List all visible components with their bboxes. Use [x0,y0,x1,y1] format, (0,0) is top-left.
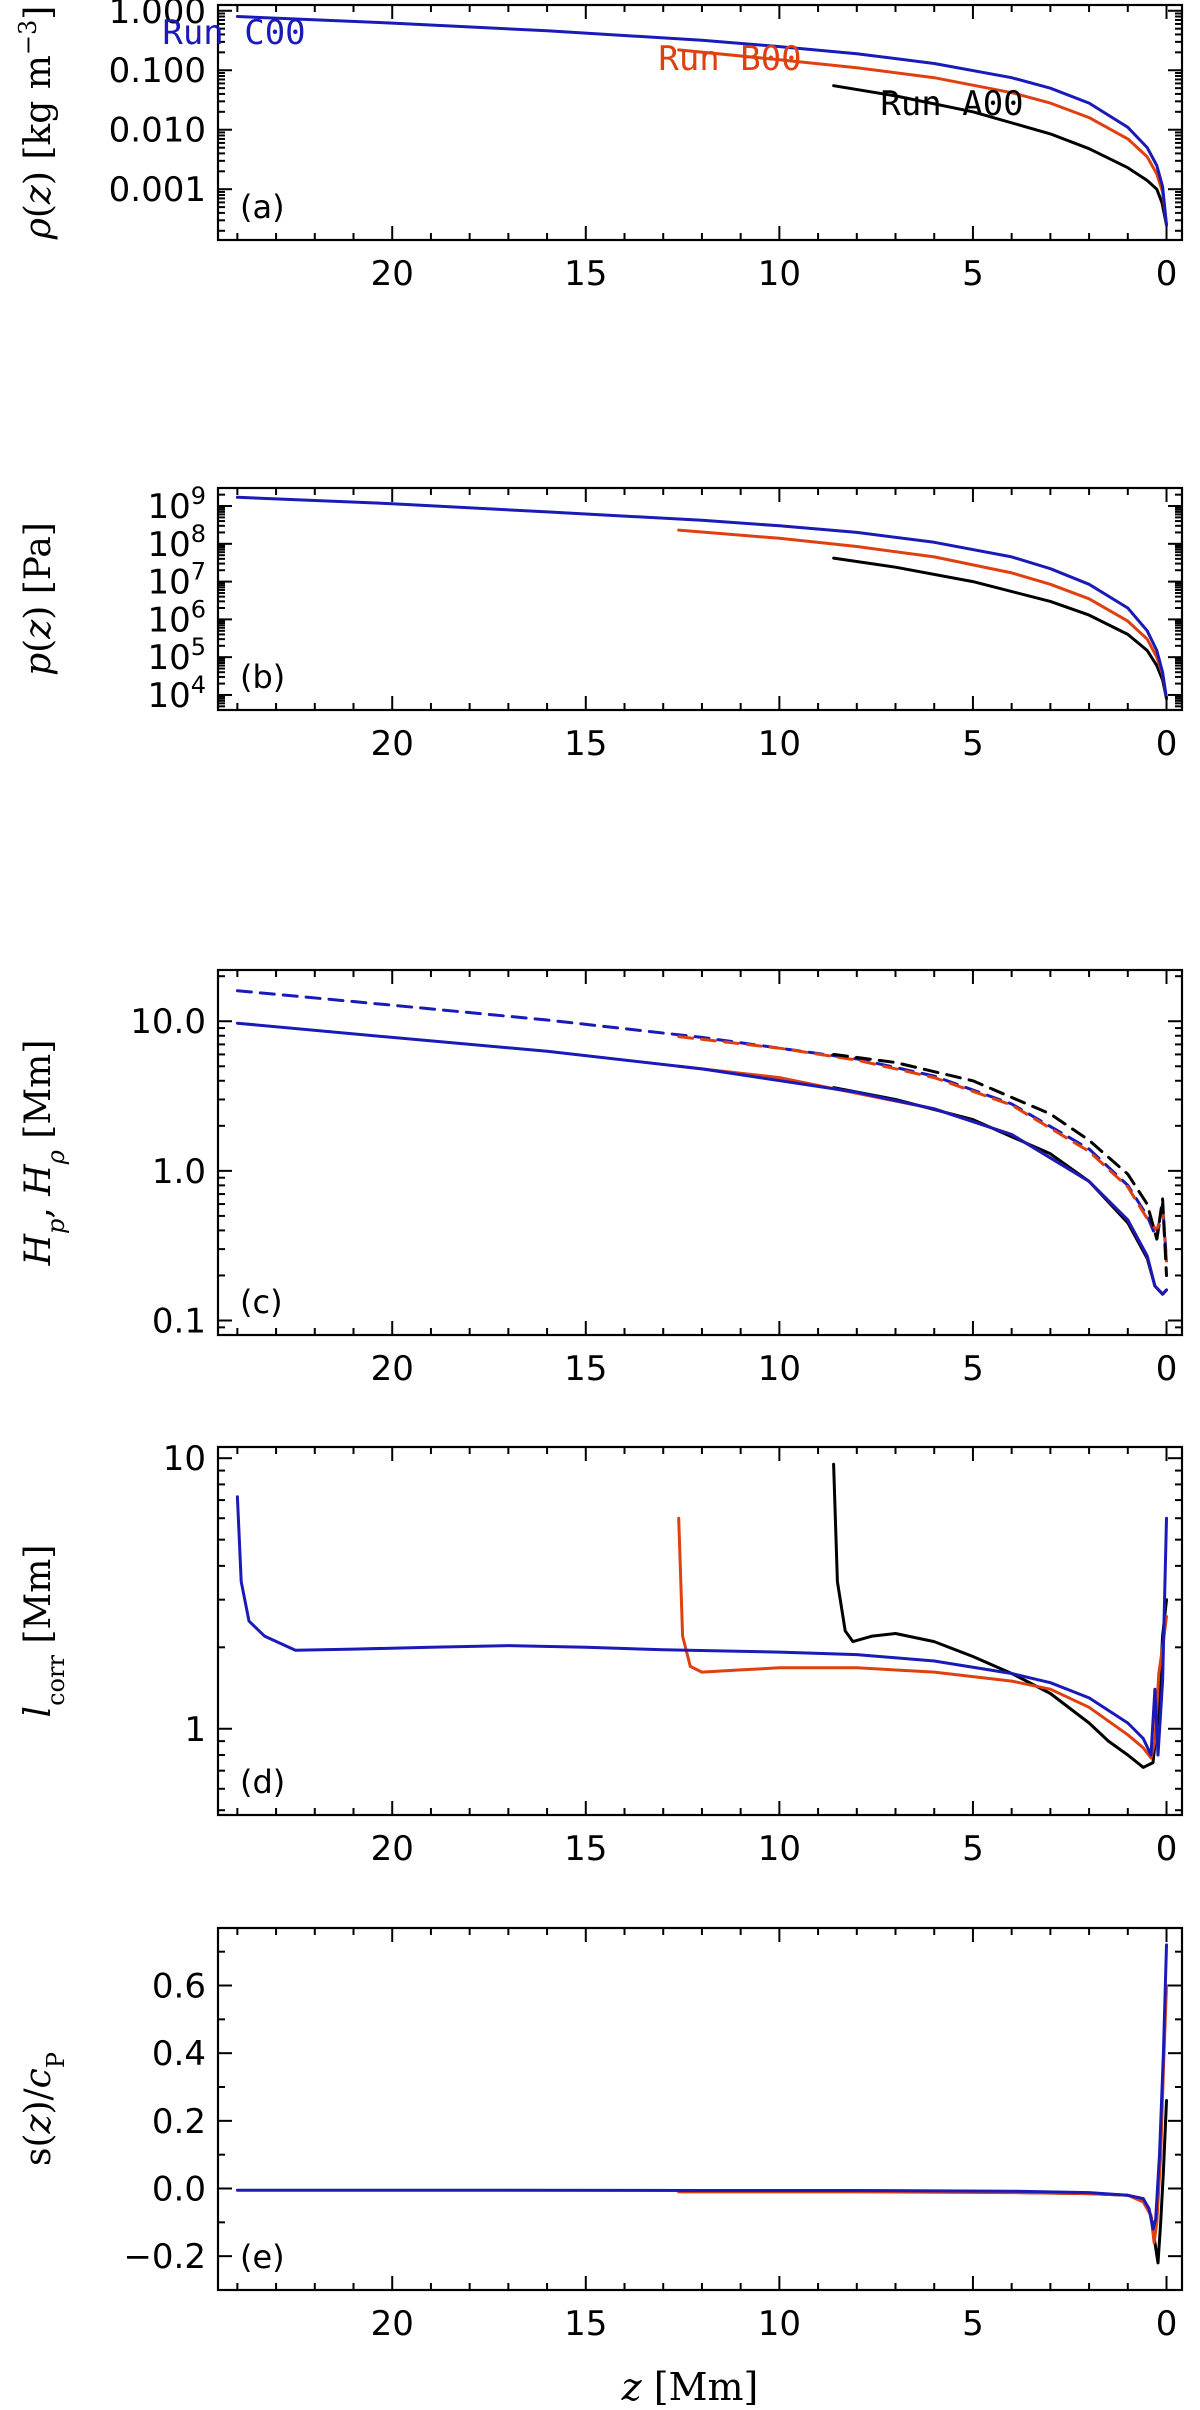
y-tick-label: 10.0 [130,1002,206,1042]
series-line-run-a00-hp [832,1086,1168,1296]
legend-run-a00: Run A00 [880,84,1023,124]
panel-label: (e) [240,2238,285,2276]
series-line-run-c00 [235,1495,1168,1757]
panel-label: (b) [240,658,285,696]
x-tick-label: 15 [564,1349,607,1389]
y-axis-label: lcorr [Mm] [18,1545,70,1718]
y-axis-label: Hp, Hρ [Mm] [18,1040,70,1267]
y-tick-label: 108 [147,520,206,565]
panel-label: (d) [240,1763,285,1801]
x-tick-label: 20 [371,1349,414,1389]
y-tick-label: 0.4 [152,2034,206,2074]
y-tick-label: 1.0 [152,1152,206,1192]
curves [235,495,1168,701]
y-axis-label: s(z)/cP [18,2052,70,2166]
x-tick-label: 20 [371,1829,414,1869]
curves [235,1943,1168,2265]
series-line-run-a00 [832,1462,1168,1769]
series-line-run-c00 [235,1943,1168,2231]
y-tick-label: 0.100 [109,51,206,91]
x-tick-label: 10 [758,2304,801,2344]
plot-frame [216,1926,1184,2292]
curves [235,1462,1168,1769]
y-tick-label: 0.2 [152,2102,206,2142]
x-tick-label: 5 [962,1829,984,1869]
y-tick-label: 1.000 [109,0,206,32]
x-tick-label: 20 [371,2304,414,2344]
panel-label: (a) [240,188,285,226]
x-tick-label: 20 [371,724,414,764]
x-tick-label: 10 [758,1829,801,1869]
curves [235,15,1168,227]
plot-frame [216,486,1184,712]
y-tick-label: 10 [163,1439,206,1479]
plot-frame [216,3,1184,242]
x-tick-label: 5 [962,1349,984,1389]
panel-c: 20 15 10 5 0 0.1 1.0 10.0 Hp, Hρ [Mm] (c) [18,968,1184,1389]
y-tick-label: 0.6 [152,1967,206,2007]
y-tick-label: −0.2 [123,2237,206,2277]
x-tick-label: 15 [564,254,607,294]
y-axis-label: p(z) [Pa] [18,522,59,676]
x-tick-label: 0 [1156,2304,1178,2344]
x-tick-label: 15 [564,724,607,764]
plot-frame [216,1445,1184,1817]
series-line-run-c00-hp [235,1021,1168,1296]
series-line-run-a00 [832,2099,1168,2265]
legend-run-b00: Run B00 [658,39,801,79]
x-tick-label: 0 [1156,1829,1178,1869]
y-tick-label: 0.001 [109,170,206,210]
plot-frame [216,968,1184,1337]
series-line-run-b00 [677,1984,1168,2245]
x-tick-label: 15 [564,2304,607,2344]
x-tick-label: 15 [564,1829,607,1869]
series-line-run-a00 [832,556,1168,701]
series-line-run-b00 [677,48,1168,227]
y-tick-label: 1 [184,1710,206,1750]
series-line-run-c00 [235,15,1168,227]
x-tick-label: 10 [758,1349,801,1389]
series-line-run-b00-hp [677,1064,1168,1296]
y-tick-label: 0.1 [152,1301,206,1341]
x-tick-label: 0 [1156,254,1178,294]
legend-run-c00: Run C00 [162,13,305,53]
panel-label: (c) [240,1283,283,1321]
series-line-run-c00 [235,495,1168,701]
x-tick-label: 20 [371,254,414,294]
curves [235,989,1168,1296]
x-tick-label: 10 [758,254,801,294]
series-line-run-b00-h- [677,1035,1168,1263]
x-tick-label: 5 [962,254,984,294]
series-line-run-b00 [677,528,1168,701]
x-tick-label: 10 [758,724,801,764]
y-tick-label: 0.0 [152,2170,206,2210]
x-tick-label: 5 [962,2304,984,2344]
y-axis-label: ρ(z) [kg m−3] [14,6,59,241]
x-tick-label: 0 [1156,1349,1178,1389]
x-tick-label: 5 [962,724,984,764]
series-line-run-c00-h- [235,989,1168,1263]
panel-d: 20 15 10 5 0 1 10 lcorr [Mm] (d) [18,1439,1184,1869]
panel-a: 20 15 10 5 0 0.001 0.010 0.100 1.000 ρ(z) [kg m−3… [14,0,1184,294]
x-axis-label: z [Mm] [621,2365,759,2409]
series-line-run-a00 [832,84,1168,227]
series-line-run-a00-h- [832,1052,1168,1277]
panel-e: 20 15 10 5 0 −0.2 0.0 0.2 0.4 0.6 s(z)/cP (e) [18,1926,1184,2344]
x-tick-label: 0 [1156,724,1178,764]
y-tick-label: 0.010 [109,111,206,151]
